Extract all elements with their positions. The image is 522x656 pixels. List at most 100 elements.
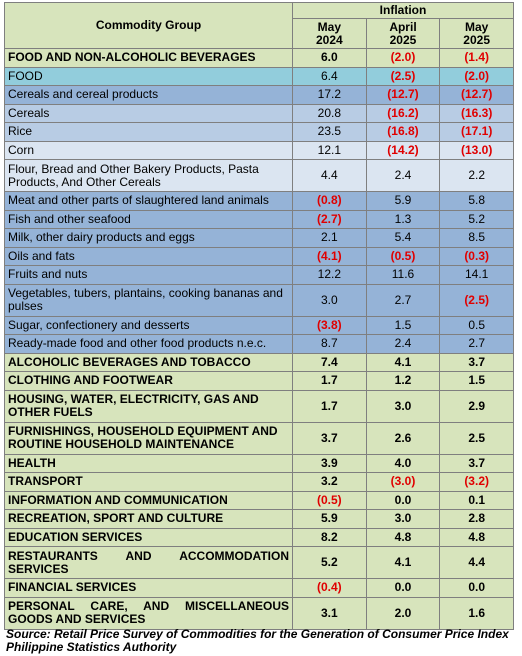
row-label: PERSONAL CARE, AND MISCELLANEOUS GOODS A… <box>4 596 293 630</box>
row-label: RESTAURANTS AND ACCOMMODATION SERVICES <box>4 546 293 579</box>
column-month: April <box>389 19 417 34</box>
row-label: INFORMATION AND COMMUNICATION <box>4 490 293 510</box>
cell-value: 0.0 <box>365 490 441 510</box>
cell-value: 2.5 <box>439 421 514 455</box>
cell-value: (12.7) <box>439 85 514 105</box>
column-header: April 2025 <box>365 18 441 49</box>
cell-value: 2.8 <box>439 509 514 529</box>
cell-value: (13.0) <box>439 140 514 160</box>
cell-value: 8.2 <box>292 527 367 547</box>
row-label: RECREATION, SPORT AND CULTURE <box>4 509 293 529</box>
cell-value: (2.5) <box>439 283 514 317</box>
cell-value: (2.0) <box>365 48 441 68</box>
cell-value: (17.1) <box>439 122 514 142</box>
column-header: May 2025 <box>439 18 514 49</box>
cell-value: 3.1 <box>292 596 367 630</box>
cell-value: (4.1) <box>292 246 367 266</box>
table-row: Rice 23.5 (16.8) (17.1) <box>4 122 514 142</box>
cell-value: 2.7 <box>439 334 514 354</box>
cell-value: 1.5 <box>365 315 441 335</box>
table-row: FINANCIAL SERVICES (0.4) 0.0 0.0 <box>4 578 514 598</box>
row-label: Corn <box>4 140 293 160</box>
cell-value: 14.1 <box>439 265 514 285</box>
cell-value: 3.9 <box>292 453 367 473</box>
cell-value: 5.9 <box>292 509 367 529</box>
cell-value: 4.0 <box>365 453 441 473</box>
cell-value: 11.6 <box>365 265 441 285</box>
cell-value: 5.9 <box>365 191 441 211</box>
table-row: Cereals and cereal products 17.2 (12.7) (12… <box>4 85 514 105</box>
cell-value: 2.4 <box>365 334 441 354</box>
column-header: May 2024 <box>292 18 367 49</box>
column-year: 2024 <box>315 32 343 47</box>
row-label: Fruits and nuts <box>4 265 293 285</box>
cell-value: (0.5) <box>365 246 441 266</box>
table-row: FURNISHINGS, HOUSEHOLD EQUIPMENT AND ROU… <box>4 421 514 455</box>
cell-value: 0.0 <box>365 578 441 598</box>
cell-value: 3.7 <box>439 352 514 372</box>
row-label: Ready-made food and other food products … <box>4 334 293 354</box>
cell-value: 0.0 <box>439 578 514 598</box>
row-label: CLOTHING AND FOOTWEAR <box>4 371 293 391</box>
cell-value: 4.8 <box>439 527 514 547</box>
cell-value: 0.1 <box>439 490 514 510</box>
cell-value: 12.1 <box>292 140 367 160</box>
table-row: Oils and fats (4.1) (0.5) (0.3) <box>4 246 514 266</box>
cell-value: 2.6 <box>365 421 441 455</box>
row-label: FOOD AND NON-ALCOHOLIC BEVERAGES <box>4 48 293 68</box>
cell-value: (2.7) <box>292 209 367 229</box>
cell-value: 4.1 <box>365 352 441 372</box>
cell-value: 5.2 <box>439 209 514 229</box>
cell-value: 8.5 <box>439 228 514 248</box>
row-label: FINANCIAL SERVICES <box>4 578 293 598</box>
cell-value: (3.8) <box>292 315 367 335</box>
table-row: Fish and other seafood (2.7) 1.3 5.2 <box>4 209 514 229</box>
row-label: Cereals <box>4 103 293 123</box>
table-row: HEALTH 3.9 4.0 3.7 <box>4 453 514 473</box>
cell-value: 1.2 <box>365 371 441 391</box>
cell-value: (2.0) <box>439 66 514 86</box>
row-label: Fish and other seafood <box>4 209 293 229</box>
row-label: HOUSING, WATER, ELECTRICITY, GAS AND OTH… <box>4 389 293 423</box>
table-row: Vegetables, tubers, plantains, cooking b… <box>4 283 514 317</box>
column-year: 2025 <box>463 32 490 47</box>
cell-value: 2.1 <box>292 228 367 248</box>
cell-value: 4.4 <box>292 159 367 192</box>
cell-value: 0.5 <box>439 315 514 335</box>
row-label: Rice <box>4 122 293 142</box>
table-row: ALCOHOLIC BEVERAGES AND TOBACCO 7.4 4.1 3.7 <box>4 352 514 372</box>
table-row: Fruits and nuts 12.2 11.6 14.1 <box>4 265 514 285</box>
cell-value: 17.2 <box>292 85 367 105</box>
cell-value: (16.2) <box>365 103 441 123</box>
cell-value: 2.2 <box>439 159 514 192</box>
row-label: Flour, Bread and Other Bakery Products, … <box>4 159 293 192</box>
table-row: Cereals 20.8 (16.2) (16.3) <box>4 103 514 123</box>
cell-value: 1.6 <box>439 596 514 630</box>
inflation-table: Commodity Group Inflation May 2024 April 202… <box>4 2 514 630</box>
cell-value: 12.2 <box>292 265 367 285</box>
cell-value: 8.7 <box>292 334 367 354</box>
cell-value: (3.2) <box>439 472 514 492</box>
cell-value: 2.4 <box>365 159 441 192</box>
column-month: May <box>464 19 489 34</box>
cell-value: 5.8 <box>439 191 514 211</box>
row-label: Meat and other parts of slaughtered land… <box>4 191 293 211</box>
cell-value: (0.4) <box>292 578 367 598</box>
table-row: RESTAURANTS AND ACCOMMODATION SERVICES 5.… <box>4 546 514 579</box>
cell-value: 5.4 <box>365 228 441 248</box>
cell-value: 7.4 <box>292 352 367 372</box>
table-row: TRANSPORT 3.2 (3.0) (3.2) <box>4 472 514 492</box>
row-label: TRANSPORT <box>4 472 293 492</box>
cell-value: 2.7 <box>365 283 441 317</box>
cell-value: (0.5) <box>292 490 367 510</box>
cell-value: 1.7 <box>292 389 367 423</box>
cell-value: (0.8) <box>292 191 367 211</box>
cell-value: 1.5 <box>439 371 514 391</box>
table-row: Corn 12.1 (14.2) (13.0) <box>4 140 514 160</box>
row-label: FURNISHINGS, HOUSEHOLD EQUIPMENT AND ROU… <box>4 421 293 455</box>
cell-value: 1.7 <box>292 371 367 391</box>
super-header: Inflation <box>292 2 514 19</box>
group-header: Commodity Group <box>4 2 293 49</box>
table-row: Ready-made food and other food products … <box>4 334 514 354</box>
